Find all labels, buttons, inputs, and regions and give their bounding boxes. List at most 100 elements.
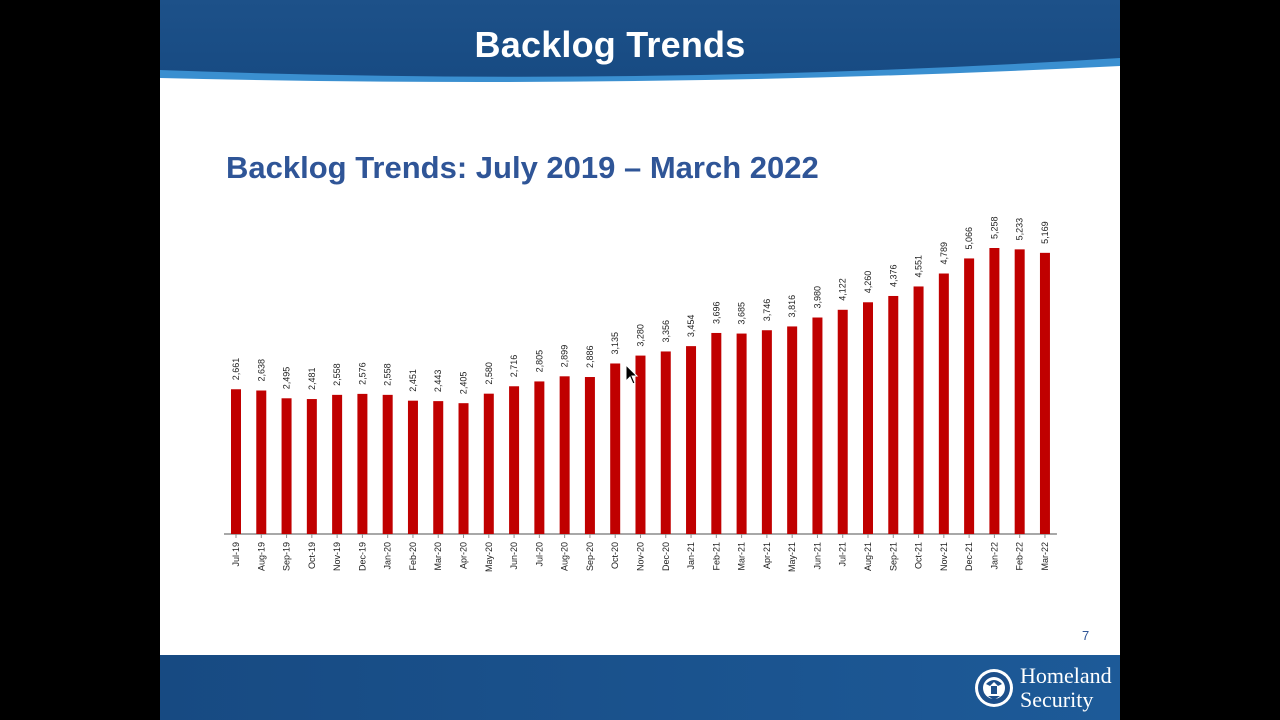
bar-Nov-19: [332, 394, 343, 534]
bar-Dec-19: [357, 393, 368, 534]
bar-Mar-20: [433, 401, 444, 534]
slide-title: Backlog Trends: [474, 24, 746, 65]
data-label: 3,685: [737, 302, 747, 325]
data-label: 2,405: [459, 372, 469, 395]
x-tick-label: Dec-21: [964, 542, 974, 571]
data-label: 3,980: [812, 286, 822, 309]
data-label: 2,495: [282, 367, 292, 390]
data-label: 4,551: [914, 255, 924, 278]
x-tick-label: Oct-19: [307, 542, 317, 569]
x-tick-label: Sep-20: [585, 542, 595, 571]
bar-Dec-21: [964, 258, 975, 534]
bar-Jan-20: [382, 394, 393, 534]
footer-band: [160, 655, 1120, 720]
bar-Oct-19: [306, 399, 317, 534]
data-label: 4,260: [863, 271, 873, 294]
x-tick-label: Jan-22: [989, 542, 999, 570]
bar-Jun-20: [509, 386, 520, 534]
bar-Sep-19: [281, 398, 292, 534]
bar-Jun-21: [812, 317, 823, 534]
bar-Aug-21: [863, 302, 873, 534]
bar-Jul-19: [231, 389, 241, 534]
bar-May-20: [483, 393, 494, 534]
bar-Feb-22: [1014, 249, 1025, 535]
x-tick-label: Jul-20: [534, 542, 544, 567]
x-tick-label: Apr-20: [459, 542, 469, 569]
bar-Jan-21: [686, 346, 697, 534]
x-tick-label: Aug-20: [560, 542, 570, 571]
bar-Jul-20: [534, 381, 545, 534]
data-label: 5,233: [1015, 218, 1025, 241]
bar-Nov-20: [635, 355, 646, 534]
data-label: 4,376: [888, 264, 898, 287]
data-label: 2,899: [560, 345, 570, 368]
data-label: 2,576: [357, 362, 367, 385]
data-label: 2,481: [307, 368, 317, 391]
bar-Nov-21: [938, 273, 949, 534]
x-tick-label: Jan-21: [686, 542, 696, 570]
x-tick-label: Aug-21: [863, 542, 873, 571]
data-label: 2,580: [484, 362, 494, 385]
data-label: 2,558: [383, 363, 393, 386]
bar-Sep-21: [888, 295, 899, 534]
data-label: 3,454: [686, 315, 696, 338]
x-tick-label: Nov-20: [635, 542, 645, 571]
mouse-cursor-icon: [625, 364, 639, 385]
slide: Backlog Trends Backlog Trends: July 2019…: [160, 0, 1120, 720]
data-label: 2,451: [408, 369, 418, 392]
x-tick-label: Jul-21: [838, 542, 848, 567]
x-tick-label: May-20: [484, 542, 494, 572]
x-tick-label: Apr-21: [762, 542, 772, 569]
data-label: 2,716: [509, 355, 519, 378]
data-label: 5,169: [1040, 221, 1050, 244]
x-tick-label: Jul-19: [231, 542, 241, 567]
data-label: 3,135: [610, 332, 620, 355]
bar-Apr-21: [761, 330, 772, 534]
chart-subtitle: Backlog Trends: July 2019 – March 2022: [226, 150, 819, 185]
bar-Dec-20: [660, 351, 671, 534]
x-tick-label: Mar-21: [737, 542, 747, 571]
bar-Sep-20: [584, 377, 595, 534]
bar-Jan-22: [989, 248, 1000, 534]
x-tick-label: Feb-20: [408, 542, 418, 571]
data-label: 5,258: [989, 216, 999, 239]
x-tick-label: Nov-21: [939, 542, 949, 571]
x-tick-label: Mar-20: [433, 542, 443, 571]
bar-Jul-21: [837, 309, 848, 534]
logo-line-security: Security: [1020, 687, 1094, 712]
x-tick-label: Jun-21: [812, 542, 822, 570]
data-label: 2,805: [534, 350, 544, 373]
data-label: 2,886: [585, 345, 595, 368]
bar-Feb-21: [711, 332, 722, 534]
x-tick-label: Oct-21: [914, 542, 924, 569]
bar-Mar-21: [736, 333, 747, 534]
data-label: 3,816: [787, 295, 797, 318]
x-tick-label: Aug-19: [256, 542, 266, 571]
data-label: 2,638: [256, 359, 266, 382]
data-label: 4,789: [939, 242, 949, 265]
x-tick-label: Feb-22: [1015, 542, 1025, 571]
bar-May-21: [787, 326, 798, 534]
bar-Apr-20: [458, 403, 469, 534]
x-tick-label: Sep-21: [888, 542, 898, 571]
logo-line-homeland: Homeland: [1020, 663, 1112, 688]
x-tick-label: Sep-19: [282, 542, 292, 571]
data-label: 2,443: [433, 370, 443, 393]
backlog-bar-chart: 2,661 Jul-19 2,638 Aug-19 2,495 Sep-19 2,481 Oc…: [224, 216, 1057, 572]
data-label: 3,280: [635, 324, 645, 347]
x-tick-label: May-21: [787, 542, 797, 572]
data-label: 2,558: [332, 363, 342, 386]
data-label: 3,356: [661, 320, 671, 343]
dhs-logo: Homeland Security: [974, 660, 1112, 716]
data-label: 4,122: [838, 278, 848, 301]
data-label: 3,746: [762, 299, 772, 322]
x-tick-label: Feb-21: [711, 542, 721, 571]
x-tick-label: Nov-19: [332, 542, 342, 571]
x-tick-label: Oct-20: [610, 542, 620, 569]
bar-Aug-20: [559, 376, 570, 534]
bar-Aug-19: [256, 390, 267, 534]
x-tick-label: Dec-20: [661, 542, 671, 571]
data-label: 3,696: [711, 301, 721, 324]
x-tick-label: Dec-19: [357, 542, 367, 571]
bar-Mar-22: [1039, 252, 1050, 534]
